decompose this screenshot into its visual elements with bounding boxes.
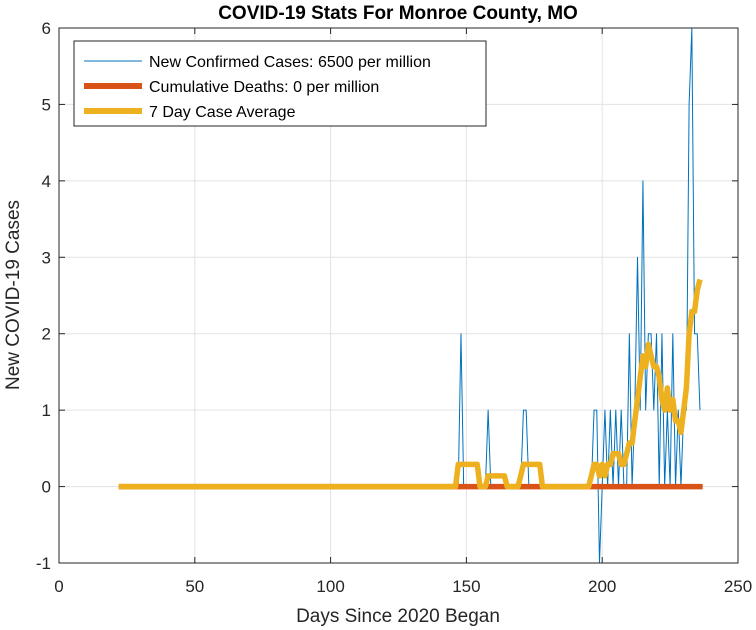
y-axis-ticks: -1 0 1 2 3 4 5 6: [36, 19, 738, 573]
x-axis-label: Days Since 2020 Began: [296, 606, 500, 627]
x-tick-label: 250: [724, 577, 752, 596]
series-7-day-average: [118, 278, 703, 490]
legend-label-deaths: Cumulative Deaths: 0 per million: [149, 79, 379, 96]
series-layer: [118, 27, 703, 564]
x-tick-label: 0: [54, 577, 63, 596]
series-new-confirmed-cases: [118, 27, 701, 564]
x-tick-label: 50: [185, 577, 204, 596]
x-tick-label: 150: [452, 577, 480, 596]
legend-box: [73, 40, 487, 127]
y-tick-label: 3: [42, 248, 51, 267]
y-tick-label: 4: [42, 172, 51, 191]
x-axis-ticks: 0 50 100 150 200 250: [54, 28, 752, 596]
y-tick-label: 1: [42, 401, 51, 420]
y-tick-label: 6: [42, 19, 51, 38]
y-tick-label: 5: [42, 95, 51, 114]
x-tick-label: 200: [588, 577, 616, 596]
legend-label-new-cases: New Confirmed Cases: 6500 per million: [149, 54, 431, 71]
y-tick-label: 0: [42, 478, 51, 497]
chart-title: COVID-19 Stats For Monroe County, MO: [218, 3, 578, 24]
legend: New Confirmed Cases: 6500 per million Cu…: [73, 40, 487, 127]
legend-label-average: 7 Day Case Average: [149, 104, 296, 121]
y-tick-label: 2: [42, 325, 51, 344]
plot-frame: [58, 27, 739, 564]
y-axis-label: New COVID-19 Cases: [3, 200, 24, 390]
y-tick-label: -1: [36, 554, 51, 573]
x-tick-label: 100: [316, 577, 344, 596]
